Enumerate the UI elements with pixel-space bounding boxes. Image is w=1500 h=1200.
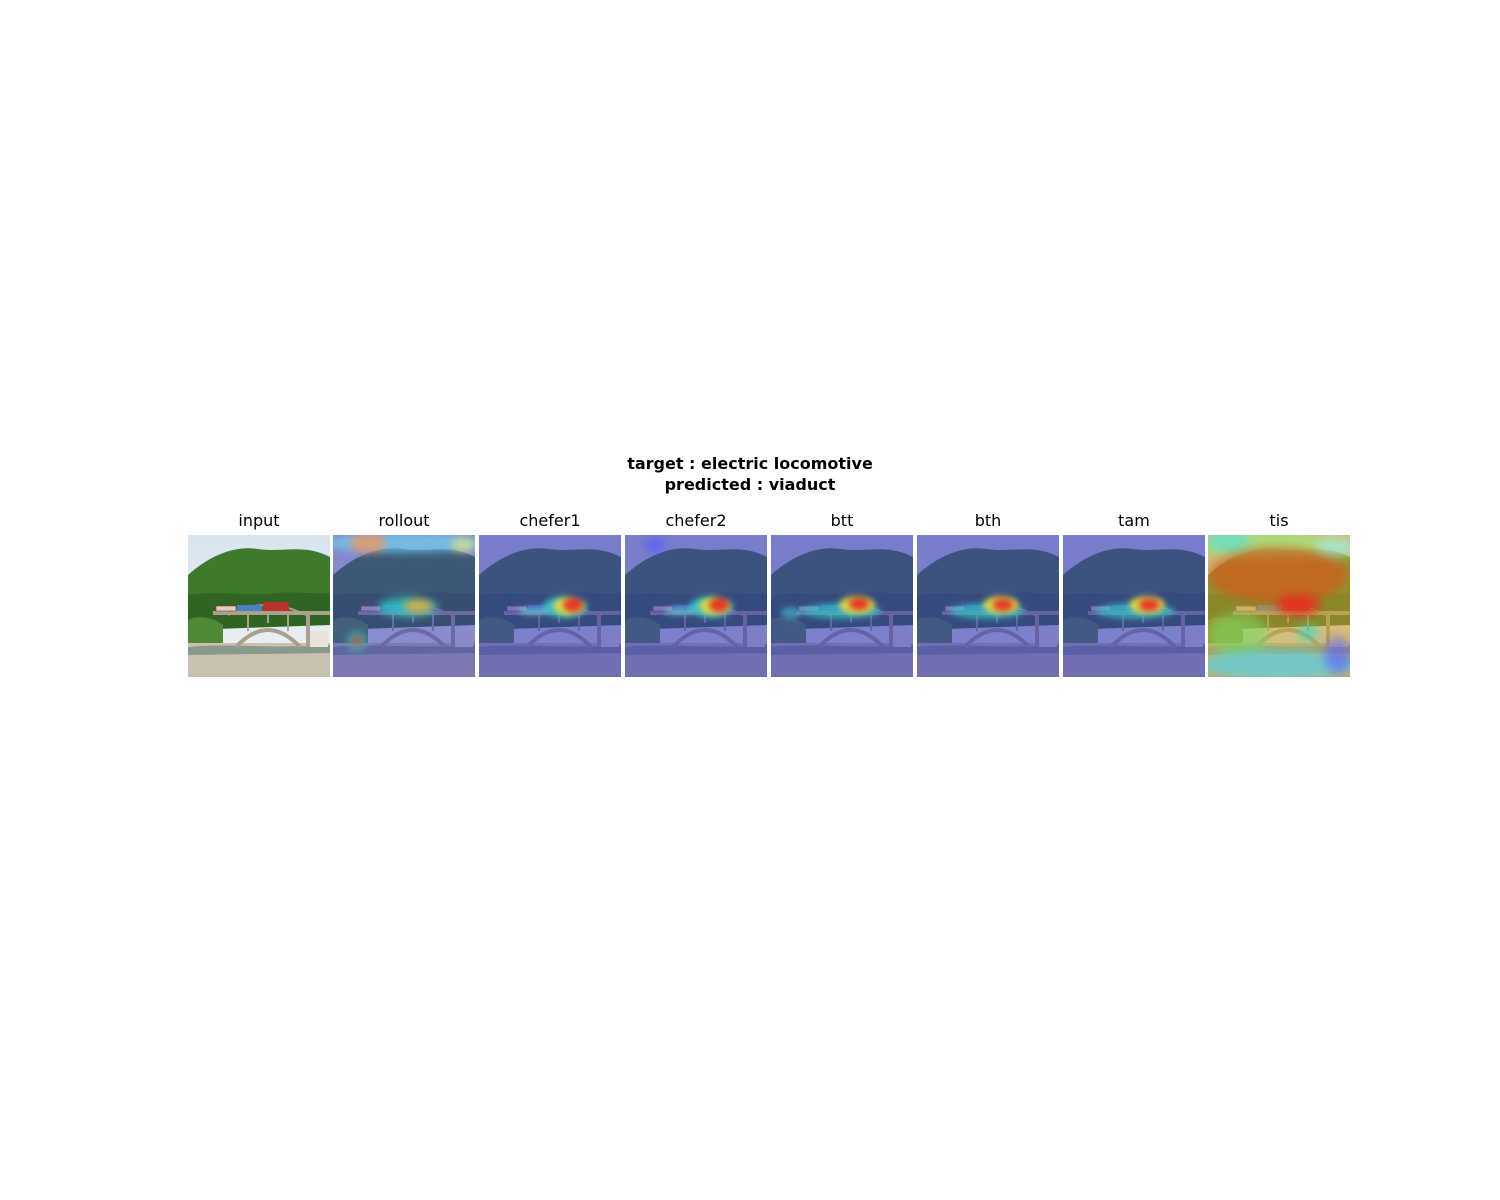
chefer1-heatmap [479, 535, 621, 677]
title-target: target : electric locomotive [627, 454, 873, 473]
panel-graphic [625, 535, 767, 677]
input-image [188, 535, 330, 677]
bth-heatmap [917, 535, 1059, 677]
title-predicted: predicted : viaduct [664, 475, 836, 494]
panel-graphic [917, 535, 1059, 677]
panel-graphic [771, 535, 913, 677]
panel-title-tis: tis [1269, 511, 1289, 530]
panel-graphic [1063, 535, 1205, 677]
btt-heatmap [771, 535, 913, 677]
panel-title-btt: btt [830, 511, 854, 530]
panel-graphic [333, 535, 475, 677]
panel-graphic [1208, 535, 1350, 677]
panel-title-chefer2: chefer2 [665, 511, 727, 530]
panel-title-bth: bth [974, 511, 1002, 530]
panel-graphic [479, 535, 621, 677]
rollout-heatmap [333, 535, 475, 677]
panel-graphic [188, 535, 330, 677]
tis-heatmap [1208, 535, 1350, 677]
tam-heatmap [1063, 535, 1205, 677]
chefer2-heatmap [625, 535, 767, 677]
panel-title-tam: tam [1118, 511, 1150, 530]
panel-title-rollout: rollout [378, 511, 430, 530]
panel-title-input: input [238, 511, 280, 530]
panel-title-chefer1: chefer1 [519, 511, 581, 530]
